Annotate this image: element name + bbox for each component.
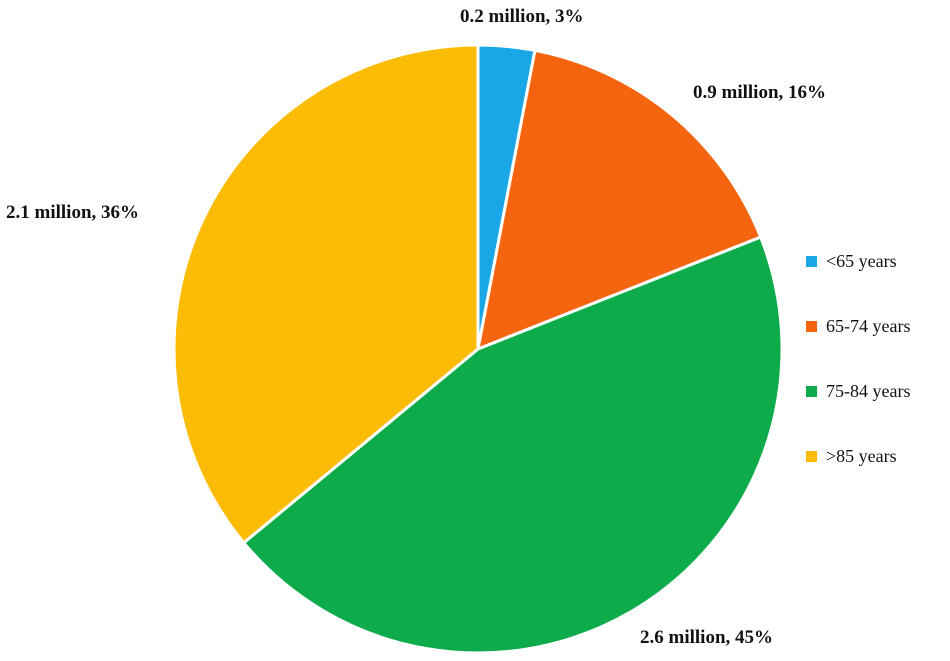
data-label-over-85-years: 2.1 million, 36% <box>6 202 139 223</box>
data-label-under-65-years: 0.2 million, 3% <box>460 6 584 27</box>
pie-slices <box>172 43 784 655</box>
pie-slice-75-84-years <box>242 235 784 655</box>
pie-slice-65-74-years <box>476 48 763 351</box>
legend-label-75-84-years: 75-84 years <box>826 381 910 401</box>
legend-swatch-65-74-years <box>806 321 817 332</box>
legend-label-over-85-years: >85 years <box>826 446 897 466</box>
data-label-65-74-years: 0.9 million, 16% <box>693 82 826 103</box>
data-labels: 0.2 million, 3% 0.9 million, 16% 2.6 milli… <box>6 6 826 648</box>
legend-swatch-under-65-years <box>806 256 817 267</box>
legend: <65 years 65-74 years 75-84 years >85 years <box>806 251 910 466</box>
pie-slice-over-85-years <box>172 43 480 545</box>
legend-label-under-65-years: <65 years <box>826 251 897 271</box>
data-label-75-84-years: 2.6 million, 45% <box>640 627 773 648</box>
legend-label-65-74-years: 65-74 years <box>826 316 910 336</box>
legend-swatch-75-84-years <box>806 386 817 397</box>
legend-swatch-over-85-years <box>806 451 817 462</box>
